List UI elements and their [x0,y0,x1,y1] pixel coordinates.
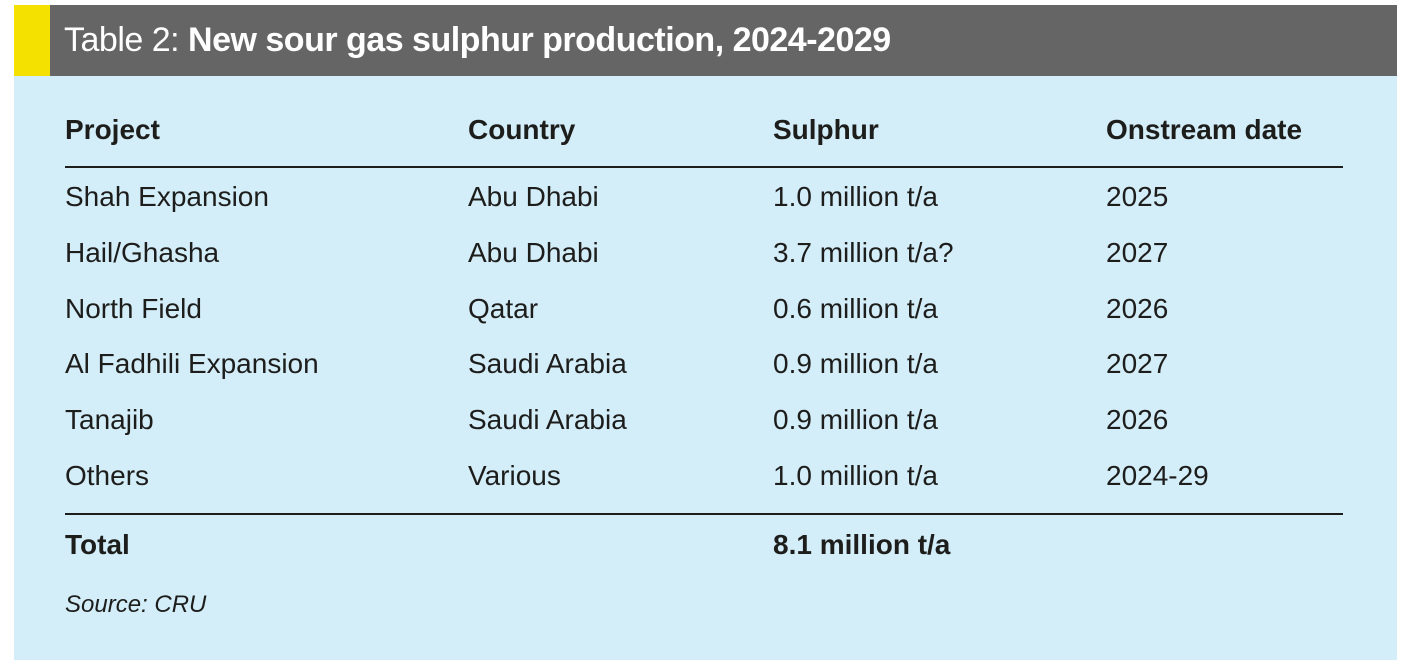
table-cell: 2026 [1106,292,1169,324]
table-cell: 0.6 million t/a [773,292,938,324]
table-cell: 0.9 million t/a [773,404,938,436]
table-cell: Abu Dhabi [468,181,599,212]
column-header: Project [65,114,160,145]
header-rule [65,166,1343,168]
table-cell: Shah Expansion [65,181,269,212]
table-title: New sour gas sulphur production, 2024-20… [188,21,891,59]
table-cell: Al Fadhili Expansion [65,348,319,380]
column-header: Sulphur [773,114,879,145]
column-header: Onstream date [1106,114,1303,145]
table-cell: North Field [65,292,202,324]
table-cell: Saudi Arabia [468,404,627,436]
table-cell: 0.9 million t/a [773,348,938,380]
source-note: Source: CRU [65,591,207,618]
table-label: Table 2: [64,21,180,59]
total-label: Total [65,529,130,560]
table-cell: 1.0 million t/a [773,460,938,491]
table-cell: 1.0 million t/a [773,181,938,212]
total-rule [65,513,1343,515]
table-cell: 2025 [1106,181,1169,212]
column-header: Country [468,114,576,145]
header-bar: Table 2: New sour gas sulphur production… [14,5,1397,76]
table-cell: 2027 [1106,236,1169,268]
table-cell: Tanajib [65,404,154,436]
header: Table 2: New sour gas sulphur production… [64,5,891,76]
table-cell: 2026 [1106,404,1169,436]
table-panel: Table 2: New sour gas sulphur production… [14,5,1397,660]
table-cell: 2024-29 [1106,460,1209,491]
table-cell: 3.7 million t/a? [773,236,954,268]
table-cell: Others [65,460,150,491]
table-cell: Hail/Ghasha [65,236,220,268]
table-cell: Saudi Arabia [468,348,627,380]
table-cell: Various [468,460,561,491]
table-cell: Qatar [468,292,539,324]
accent-stripe [14,5,50,76]
table-cell: 2027 [1106,348,1169,380]
table-cell: Abu Dhabi [468,236,599,268]
total-value: 8.1 million t/a [773,529,951,560]
